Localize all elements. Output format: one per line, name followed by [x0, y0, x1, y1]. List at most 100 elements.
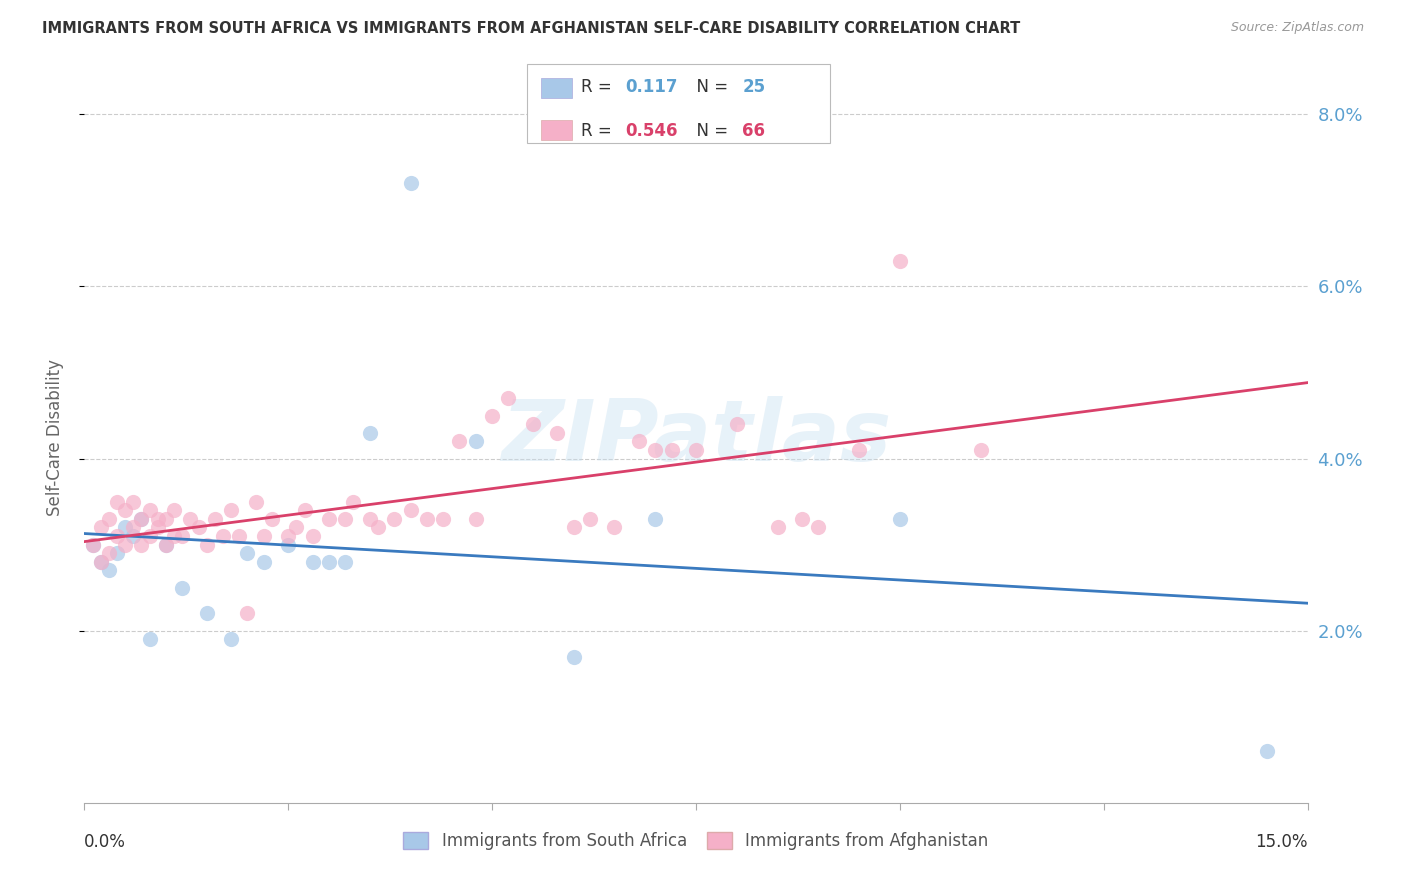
Point: [219, 632, 242, 647]
Point: [131, 512, 153, 526]
Point: [114, 520, 136, 534]
Point: [163, 529, 186, 543]
Text: 0.117: 0.117: [626, 78, 678, 95]
Point: [138, 503, 160, 517]
Point: [562, 649, 585, 664]
Point: [97, 546, 120, 560]
Point: [342, 494, 364, 508]
Y-axis label: Self-Care Disability: Self-Care Disability: [45, 359, 63, 516]
Point: [163, 503, 186, 517]
Point: [131, 512, 153, 526]
Point: [399, 503, 422, 517]
Point: [122, 520, 145, 534]
Point: [367, 520, 389, 534]
Point: [122, 494, 145, 508]
Point: [105, 494, 128, 508]
Point: [105, 529, 128, 543]
Text: 66: 66: [742, 122, 765, 140]
Text: R =: R =: [581, 78, 617, 95]
Point: [155, 538, 177, 552]
Point: [146, 512, 169, 526]
Point: [579, 512, 602, 526]
Point: [318, 512, 340, 526]
Text: 25: 25: [742, 78, 765, 95]
Point: [661, 442, 683, 457]
Point: [131, 538, 153, 552]
Point: [82, 538, 104, 552]
Point: [481, 409, 503, 423]
Point: [155, 538, 177, 552]
Point: [562, 520, 585, 534]
Point: [122, 529, 145, 543]
Point: [399, 176, 422, 190]
Legend: Immigrants from South Africa, Immigrants from Afghanistan: Immigrants from South Africa, Immigrants…: [396, 825, 995, 856]
Point: [260, 512, 283, 526]
Point: [245, 494, 267, 508]
Point: [82, 538, 104, 552]
Point: [685, 442, 707, 457]
Point: [848, 442, 870, 457]
Point: [285, 520, 308, 534]
Point: [97, 564, 120, 578]
Point: [97, 512, 120, 526]
Text: 0.0%: 0.0%: [84, 833, 127, 851]
Point: [644, 442, 666, 457]
Point: [766, 520, 789, 534]
Point: [498, 392, 520, 406]
Text: IMMIGRANTS FROM SOUTH AFRICA VS IMMIGRANTS FROM AFGHANISTAN SELF-CARE DISABILITY: IMMIGRANTS FROM SOUTH AFRICA VS IMMIGRAN…: [42, 21, 1021, 36]
Point: [138, 632, 160, 647]
Text: Source: ZipAtlas.com: Source: ZipAtlas.com: [1230, 21, 1364, 34]
Point: [382, 512, 405, 526]
Text: ZIPatlas: ZIPatlas: [501, 395, 891, 479]
Point: [416, 512, 439, 526]
Point: [172, 581, 194, 595]
Point: [359, 512, 381, 526]
Point: [335, 512, 357, 526]
Point: [790, 512, 813, 526]
Point: [277, 529, 299, 543]
Point: [889, 253, 911, 268]
Point: [179, 512, 201, 526]
Point: [807, 520, 830, 534]
Text: 15.0%: 15.0%: [1256, 833, 1308, 851]
Point: [228, 529, 250, 543]
Point: [464, 434, 486, 449]
Point: [253, 529, 276, 543]
Point: [644, 512, 666, 526]
Point: [522, 417, 544, 432]
Point: [212, 529, 235, 543]
Point: [277, 538, 299, 552]
Point: [970, 442, 993, 457]
Point: [546, 425, 568, 440]
Point: [172, 529, 194, 543]
Text: 0.546: 0.546: [626, 122, 678, 140]
Point: [114, 503, 136, 517]
Point: [889, 512, 911, 526]
Point: [464, 512, 486, 526]
Point: [335, 555, 357, 569]
Point: [90, 520, 112, 534]
Point: [155, 512, 177, 526]
Point: [204, 512, 226, 526]
Point: [318, 555, 340, 569]
Point: [294, 503, 316, 517]
Text: N =: N =: [686, 122, 734, 140]
Point: [236, 546, 259, 560]
Point: [146, 520, 169, 534]
Point: [236, 607, 259, 621]
Point: [90, 555, 112, 569]
Point: [301, 555, 323, 569]
Point: [627, 434, 650, 449]
Text: N =: N =: [686, 78, 734, 95]
Point: [603, 520, 626, 534]
Text: R =: R =: [581, 122, 617, 140]
Point: [432, 512, 454, 526]
Point: [359, 425, 381, 440]
Point: [1256, 744, 1278, 758]
Point: [114, 538, 136, 552]
Point: [725, 417, 748, 432]
Point: [195, 607, 218, 621]
Point: [253, 555, 276, 569]
Point: [187, 520, 209, 534]
Point: [138, 529, 160, 543]
